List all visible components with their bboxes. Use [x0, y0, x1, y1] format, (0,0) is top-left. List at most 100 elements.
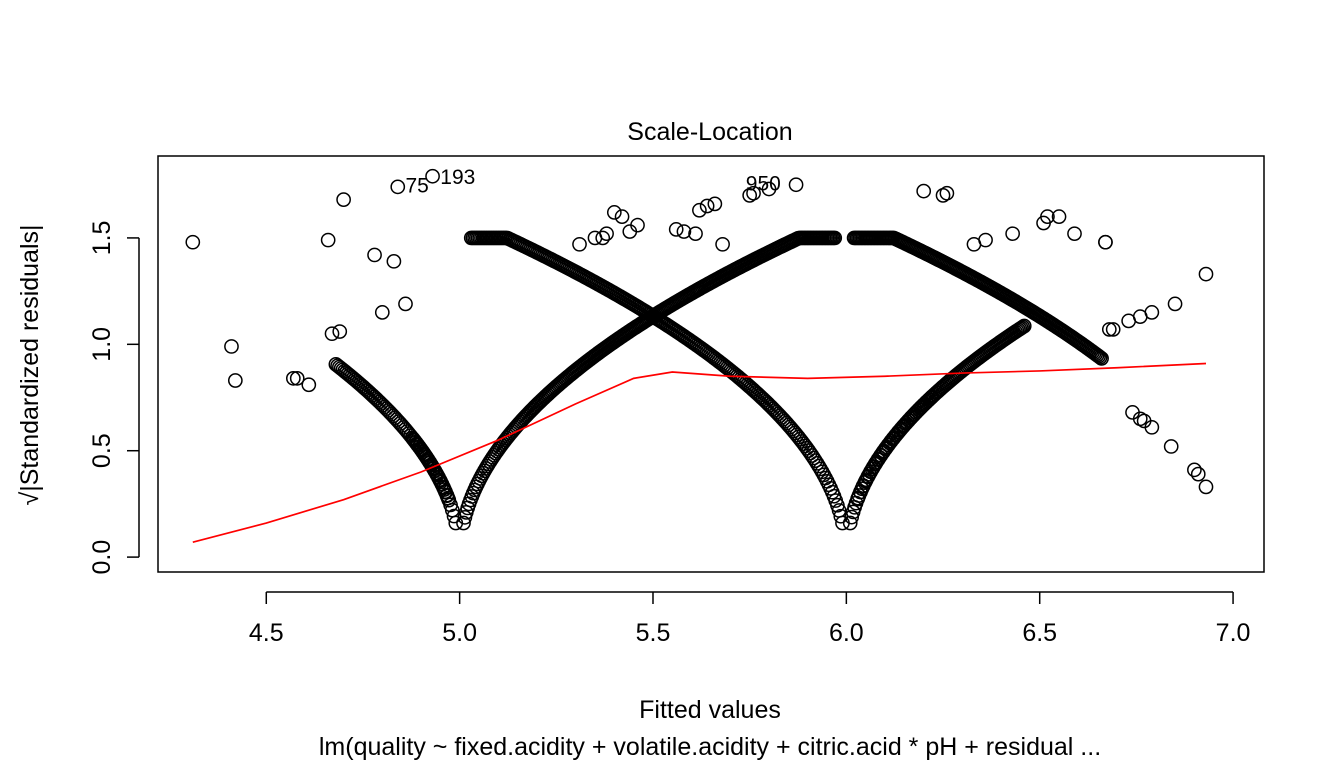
- data-point: [1187, 462, 1202, 478]
- data-point: [916, 183, 932, 199]
- data-point: [868, 455, 884, 471]
- data-point: [630, 217, 645, 233]
- data-point: [676, 224, 692, 239]
- data-point: [842, 515, 858, 531]
- y-tick-label: 0.5: [88, 433, 116, 468]
- smooth-line: [192, 362, 1207, 544]
- data-point: [668, 222, 684, 237]
- data-points: [185, 168, 1214, 531]
- x-tick-label: 6.0: [829, 619, 864, 647]
- model-formula: lm(quality ~ fixed.acidity + volatile.ac…: [319, 733, 1101, 761]
- data-point: [367, 247, 382, 263]
- data-point: [390, 179, 406, 195]
- point-labels: 75 193 950: [405, 166, 780, 198]
- data-point: [227, 373, 243, 388]
- data-point: [906, 407, 922, 423]
- data-point: [788, 177, 804, 193]
- y-tick-label: 1.5: [88, 221, 116, 256]
- data-point: [921, 392, 937, 408]
- data-point: [699, 198, 715, 214]
- data-point: [374, 305, 390, 320]
- data-point: [870, 451, 886, 467]
- point-label: 75: [405, 175, 428, 198]
- data-point: [939, 185, 955, 201]
- data-point: [1015, 319, 1031, 335]
- data-point: [289, 371, 305, 386]
- data-point: [1040, 209, 1055, 224]
- data-point: [1016, 318, 1032, 334]
- chart-title: Scale-Location: [627, 118, 792, 146]
- data-point: [1105, 322, 1121, 337]
- data-point: [903, 410, 919, 425]
- data-point: [224, 339, 239, 354]
- x-axis-label: Fitted values: [639, 696, 781, 724]
- data-point: [185, 234, 201, 250]
- data-point: [1013, 320, 1029, 336]
- data-point: [606, 205, 622, 220]
- data-point: [1067, 226, 1082, 242]
- data-point: [336, 192, 351, 207]
- data-point: [1098, 234, 1113, 250]
- data-point: [1092, 349, 1108, 365]
- data-point: [599, 226, 614, 242]
- x-tick-label: 7.0: [1216, 619, 1251, 647]
- data-point: [707, 196, 723, 212]
- data-point: [865, 460, 881, 475]
- data-point: [332, 324, 348, 339]
- data-point: [320, 232, 336, 248]
- data-point: [715, 236, 730, 252]
- data-point: [386, 253, 402, 269]
- y-tick-label: 0.0: [88, 540, 116, 575]
- data-point: [595, 230, 611, 246]
- data-point: [924, 389, 939, 405]
- data-point: [1198, 479, 1214, 495]
- data-point: [1051, 209, 1067, 224]
- data-point: [398, 296, 413, 312]
- data-point: [425, 168, 440, 184]
- data-point: [1089, 347, 1105, 363]
- data-point: [908, 404, 924, 420]
- data-point: [1163, 439, 1179, 454]
- y-axis: 0.0 0.5 1.0 1.5: [88, 221, 140, 575]
- data-point: [801, 443, 816, 458]
- data-point: [827, 230, 843, 246]
- data-point: [1167, 296, 1183, 312]
- plot-frame: [157, 155, 1265, 573]
- data-point: [614, 209, 630, 224]
- x-axis: 4.5 5.0 5.5 6.0 6.5 7.0: [249, 591, 1251, 647]
- data-point: [1005, 226, 1020, 242]
- x-tick-label: 5.0: [442, 619, 477, 647]
- data-point: [692, 202, 707, 218]
- data-point: [1094, 351, 1109, 366]
- data-point: [799, 440, 815, 456]
- data-point: [978, 232, 993, 248]
- data-point: [913, 399, 929, 415]
- data-point: [1012, 321, 1028, 337]
- data-point: [1198, 266, 1214, 282]
- point-label: 193: [440, 166, 475, 189]
- data-point: [1190, 466, 1206, 482]
- data-point: [572, 236, 587, 252]
- data-point: [916, 397, 932, 412]
- data-point: [898, 415, 914, 431]
- y-tick-label: 1.0: [88, 327, 116, 362]
- data-point: [873, 448, 889, 463]
- data-point: [688, 226, 703, 242]
- data-point: [911, 402, 927, 418]
- data-point: [761, 181, 777, 197]
- data-point: [1144, 305, 1160, 320]
- data-point: [440, 490, 456, 506]
- data-point: [919, 394, 934, 410]
- y-axis-label: √|Standardized residuals|: [16, 224, 44, 505]
- data-point: [1091, 348, 1107, 364]
- x-tick-label: 6.5: [1022, 619, 1057, 647]
- data-point: [1101, 322, 1117, 337]
- x-tick-label: 5.5: [636, 619, 671, 647]
- data-point: [456, 515, 471, 531]
- data-point: [901, 413, 916, 428]
- data-point: [1144, 419, 1160, 435]
- data-point: [324, 326, 340, 342]
- point-label: 950: [746, 173, 781, 196]
- x-tick-label: 4.5: [249, 619, 284, 647]
